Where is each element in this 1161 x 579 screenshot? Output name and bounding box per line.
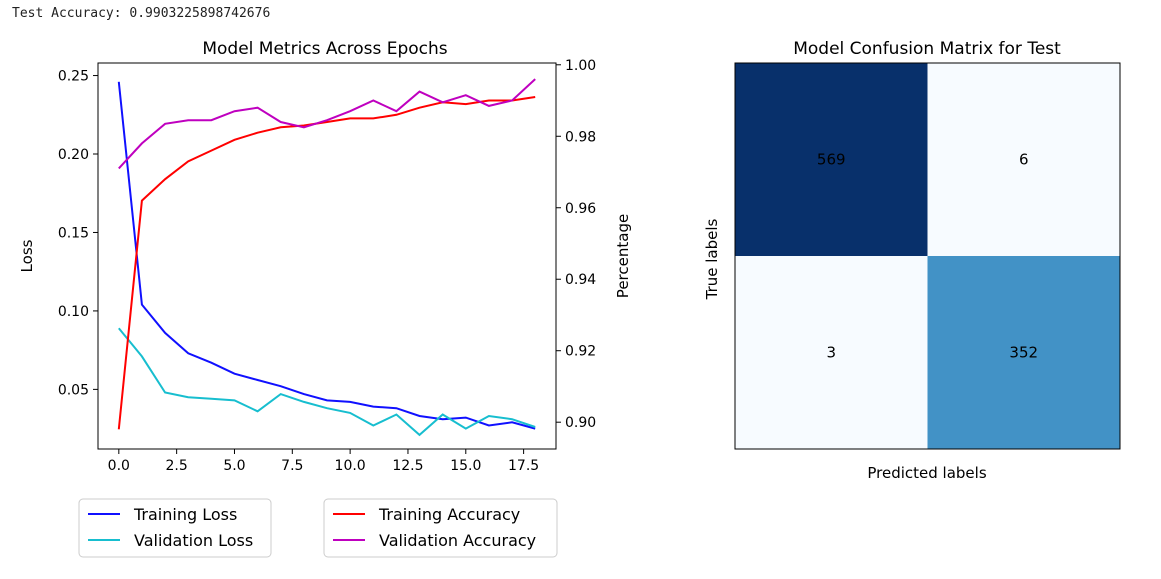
x-tick-label: 2.5 <box>166 458 188 474</box>
x-tick-label: 17.5 <box>508 458 539 474</box>
series-line-training-loss <box>117 81 536 430</box>
cm-cell-value: 569 <box>817 151 846 169</box>
legend-accuracy: Training Accuracy Validation Accuracy <box>323 498 558 558</box>
cm-title: Model Confusion Matrix for Test <box>793 39 1061 59</box>
y2-tick-label: 0.90 <box>565 415 596 431</box>
y2-axis-ticks: 0.90 0.92 0.94 0.96 0.98 1.00 <box>556 58 596 431</box>
y2-tick-label: 0.92 <box>565 344 596 360</box>
cm-y-axis-label: True labels <box>703 218 721 300</box>
cm-cells-group: 569 6 3 352 <box>735 63 1120 449</box>
y2-tick-label: 1.00 <box>565 58 596 74</box>
y-tick-label: 0.15 <box>58 225 89 241</box>
y2-tick-label: 0.96 <box>565 201 596 217</box>
x-tick-label: 0.0 <box>108 458 130 474</box>
y-tick-label: 0.20 <box>58 147 89 163</box>
legend-label-validation-accuracy: Validation Accuracy <box>379 531 536 550</box>
x-tick-label: 12.5 <box>392 458 423 474</box>
legend-label-training-accuracy: Training Accuracy <box>378 505 520 524</box>
x-tick-label: 5.0 <box>223 458 245 474</box>
cm-cell-0-1 <box>927 63 1120 256</box>
y2-tick-label: 0.94 <box>565 272 596 288</box>
y-tick-label: 0.05 <box>58 382 89 398</box>
legend-loss: Training Loss Validation Loss <box>78 498 272 558</box>
y-tick-label: 0.25 <box>58 69 89 85</box>
line-chart-title: Model Metrics Across Epochs <box>202 39 447 59</box>
x-tick-label: 7.5 <box>281 458 303 474</box>
y-axis-ticks: 0.05 0.10 0.15 0.20 0.25 <box>58 69 98 398</box>
series-line-validation-accuracy <box>118 78 536 170</box>
line-chart-frame <box>97 62 557 450</box>
confusion-matrix-chart: Model Confusion Matrix for Test 569 6 3 352… <box>703 39 1121 482</box>
cm-cell-value: 6 <box>1019 151 1029 169</box>
series-line-validation-loss <box>118 327 536 437</box>
y-tick-label: 0.10 <box>58 304 89 320</box>
cm-cell-0-0 <box>735 63 928 256</box>
x-tick-label: 10.0 <box>335 458 366 474</box>
x-axis-ticks: 0.0 2.5 5.0 7.5 10.0 12.5 15.0 17.5 <box>108 449 539 474</box>
cm-cell-1-1 <box>927 256 1120 449</box>
series-line-training-accuracy <box>117 96 536 430</box>
test-accuracy-output: Test Accuracy: 0.9903225898742676 <box>12 6 271 21</box>
cm-cell-value: 352 <box>1009 344 1038 362</box>
legend-label-validation-loss: Validation Loss <box>134 531 253 550</box>
y2-tick-label: 0.98 <box>565 129 596 145</box>
cm-frame <box>734 62 1121 450</box>
metrics-line-chart: Model Metrics Across Epochs 0.0 2.5 5.0 7.5… <box>18 39 632 558</box>
cm-cell-value: 3 <box>826 344 836 362</box>
legend-accuracy-box <box>323 498 558 558</box>
cm-x-axis-label: Predicted labels <box>867 464 986 482</box>
y-axis-label: Loss <box>18 239 36 272</box>
cm-cell-1-0 <box>735 256 928 449</box>
y2-axis-label: Percentage <box>614 214 632 298</box>
legend-loss-box <box>78 498 272 558</box>
line-series-group <box>117 78 536 437</box>
x-tick-label: 15.0 <box>450 458 481 474</box>
legend-label-training-loss: Training Loss <box>133 505 237 524</box>
